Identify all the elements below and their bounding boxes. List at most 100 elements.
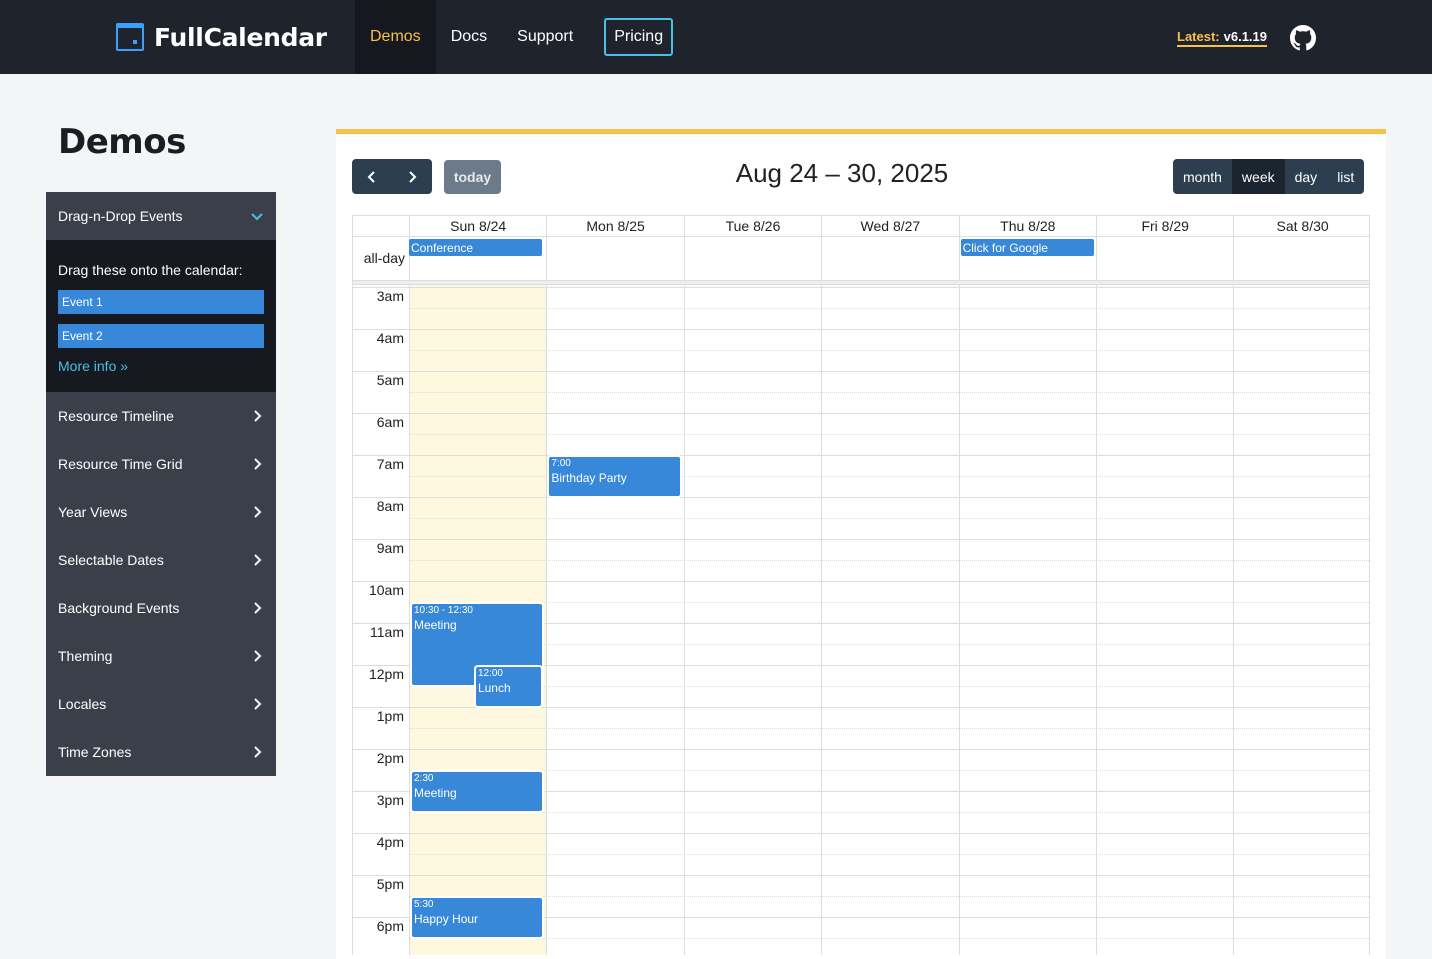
github-icon[interactable]	[1290, 25, 1316, 51]
day-header[interactable]: Sat 8/30	[1233, 216, 1370, 237]
nav-support[interactable]: Support	[517, 28, 574, 45]
slot-line	[353, 497, 1369, 498]
sidebar-item-label: Resource Timeline	[58, 408, 174, 424]
sidebar-item-resource-timeline[interactable]: Resource Timeline	[46, 392, 276, 440]
sidebar-item-label: Drag-n-Drop Events	[58, 208, 183, 224]
draggable-event-1[interactable]: Event 1	[58, 290, 264, 314]
brand-name: FullCalendar	[154, 22, 327, 52]
view-list-button[interactable]: list	[1327, 159, 1365, 194]
sidebar-item-drag-n-drop[interactable]: Drag-n-Drop Events	[46, 192, 276, 240]
day-header[interactable]: Tue 8/26	[683, 216, 821, 237]
calendar-event[interactable]: 12:00 Lunch	[474, 666, 543, 707]
slot-line	[409, 896, 1369, 897]
day-column-line	[1096, 285, 1097, 955]
all-day-cell[interactable]	[683, 237, 821, 280]
today-button[interactable]: today	[444, 160, 501, 194]
slot-line	[409, 728, 1369, 729]
sidebar-item-label: Resource Time Grid	[58, 456, 183, 472]
chevron-right-icon	[254, 746, 262, 758]
slot-line	[353, 749, 1369, 750]
day-column-line	[409, 285, 410, 955]
sidebar-item-resource-time-grid[interactable]: Resource Time Grid	[46, 440, 276, 488]
slot-line	[353, 329, 1369, 330]
sidebar-item-locales[interactable]: Locales	[46, 680, 276, 728]
slot-line	[353, 371, 1369, 372]
day-column-line	[546, 285, 548, 955]
all-day-cell[interactable]	[958, 237, 1096, 280]
all-day-cell[interactable]	[1096, 237, 1233, 280]
chevron-right-icon	[254, 602, 262, 614]
nav-docs[interactable]: Docs	[450, 28, 488, 45]
chevron-right-icon	[254, 458, 262, 470]
sidebar-item-label: Time Zones	[58, 744, 132, 760]
view-week-button[interactable]: week	[1231, 159, 1285, 194]
nav-pricing-button[interactable]: Pricing	[604, 18, 674, 56]
sidebar-item-label: Theming	[58, 648, 113, 664]
slot-line	[409, 602, 1369, 603]
brand-logo[interactable]: FullCalendar	[116, 21, 327, 53]
slot-line	[409, 938, 1369, 939]
slot-line	[409, 812, 1369, 813]
view-day-button[interactable]: day	[1284, 159, 1328, 194]
all-day-label: all-day	[363, 250, 405, 266]
event-title: Happy Hour	[414, 912, 479, 926]
all-day-row: all-day Conference Click for Google	[352, 237, 1370, 281]
chevron-right-icon	[254, 650, 262, 662]
sidebar-item-selectable-dates[interactable]: Selectable Dates	[46, 536, 276, 584]
time-axis-label: 8am	[376, 498, 404, 514]
prev-button[interactable]	[352, 159, 392, 194]
latest-version: v6.1.19	[1223, 29, 1267, 44]
slot-line	[409, 518, 1369, 519]
week-time-grid: Sun 8/24 Mon 8/25 Tue 8/26 Wed 8/27 Thu 8/28…	[352, 215, 1370, 955]
all-day-event[interactable]: Click for Google	[960, 239, 1094, 256]
sidebar-item-year-views[interactable]: Year Views	[46, 488, 276, 536]
event-title: Meeting	[414, 786, 457, 800]
time-axis-label: 3am	[376, 288, 404, 304]
day-header[interactable]: Mon 8/25	[546, 216, 683, 237]
prev-next-group	[352, 159, 432, 194]
slot-line	[353, 413, 1369, 414]
all-day-cell[interactable]	[409, 237, 546, 280]
nav-demos[interactable]: Demos	[355, 0, 436, 74]
sidebar-item-background-events[interactable]: Background Events	[46, 584, 276, 632]
all-day-event[interactable]: Conference	[409, 239, 543, 256]
sidebar-item-time-zones[interactable]: Time Zones	[46, 728, 276, 776]
chevron-left-icon	[367, 170, 375, 183]
page-title: Demos	[58, 122, 186, 162]
day-header[interactable]: Thu 8/28	[958, 216, 1096, 237]
more-info-link[interactable]: More info »	[58, 358, 129, 374]
demos-sidebar: Drag-n-Drop Events Drag these onto the c…	[46, 192, 276, 776]
main-nav: Demos Docs Support Pricing	[355, 0, 674, 74]
calendar-event[interactable]: 7:00 Birthday Party	[548, 456, 681, 497]
time-axis-label: 5am	[376, 372, 404, 388]
slot-line	[353, 833, 1369, 834]
all-day-cell[interactable]	[821, 237, 958, 280]
day-header[interactable]: Wed 8/27	[821, 216, 958, 237]
all-day-cell[interactable]	[1233, 237, 1370, 280]
draggable-event-2[interactable]: Event 2	[58, 324, 264, 348]
calendar-event[interactable]: 5:30 Happy Hour	[411, 897, 544, 938]
time-axis-label: 1pm	[376, 708, 404, 724]
latest-version-link[interactable]: Latest: v6.1.19	[1177, 29, 1267, 47]
event-title: Meeting	[414, 618, 457, 632]
all-day-cell[interactable]	[546, 237, 683, 280]
time-axis-label: 7am	[376, 456, 404, 472]
day-header-row: Sun 8/24 Mon 8/25 Tue 8/26 Wed 8/27 Thu 8/28…	[352, 215, 1370, 237]
slot-line	[409, 350, 1369, 351]
chevron-right-icon	[254, 698, 262, 710]
day-header[interactable]: Sun 8/24	[409, 216, 546, 237]
drag-hint: Drag these onto the calendar:	[58, 262, 243, 278]
slot-line	[353, 875, 1369, 876]
time-axis-label: 4pm	[376, 834, 404, 850]
day-header[interactable]: Fri 8/29	[1096, 216, 1233, 237]
slot-line	[353, 287, 1369, 288]
slot-line	[353, 539, 1369, 540]
sidebar-item-theming[interactable]: Theming	[46, 632, 276, 680]
top-navbar: FullCalendar Demos Docs Support Pricing …	[0, 0, 1432, 74]
calendar-logo-icon	[116, 23, 144, 51]
next-button[interactable]	[392, 159, 432, 194]
slot-line	[409, 854, 1369, 855]
calendar-event[interactable]: 2:30 Meeting	[411, 771, 544, 812]
time-axis-label: 9am	[376, 540, 404, 556]
view-month-button[interactable]: month	[1173, 159, 1232, 194]
